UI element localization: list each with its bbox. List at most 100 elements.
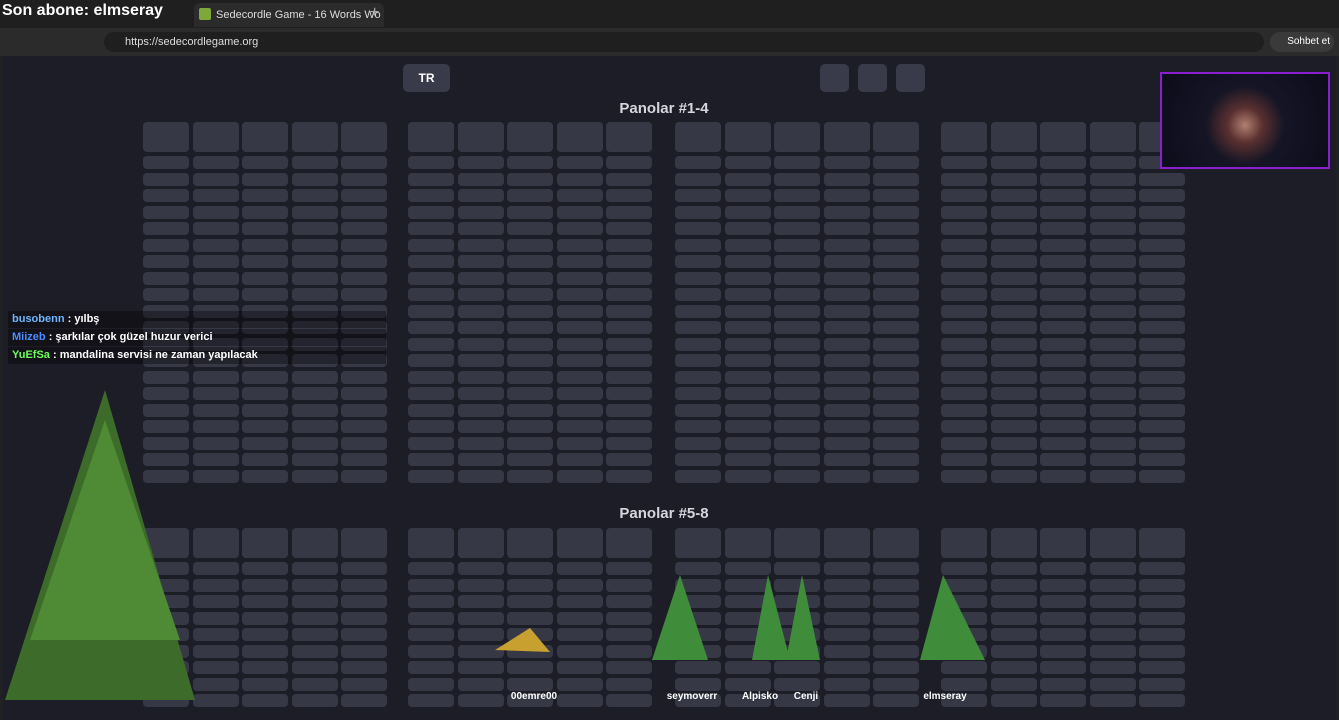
tile: [774, 172, 821, 186]
tile: [242, 370, 289, 384]
avatar-name: 00emre00: [510, 691, 558, 702]
tile: [507, 156, 554, 169]
tile: [242, 222, 289, 235]
stats-button[interactable]: [820, 64, 849, 92]
tile: [823, 453, 870, 466]
tile: [457, 578, 504, 592]
tile: [823, 694, 870, 707]
tile: [675, 189, 721, 202]
tile: [873, 420, 920, 433]
tile: [556, 469, 603, 483]
tile: [143, 354, 189, 367]
tile: [823, 420, 870, 433]
tile: [556, 420, 603, 433]
tile: [341, 370, 388, 384]
tile: [774, 321, 821, 334]
tile: [556, 370, 603, 384]
tile: [823, 528, 870, 558]
tile: [990, 469, 1037, 483]
tile: [873, 304, 920, 318]
tile: [990, 354, 1037, 367]
tile: [341, 528, 388, 558]
tile: [408, 628, 454, 641]
url-field[interactable]: [104, 32, 1264, 52]
tile: [1089, 122, 1136, 152]
tile: [941, 578, 987, 592]
tile: [873, 255, 920, 268]
tile: [556, 387, 603, 400]
tile: [873, 189, 920, 202]
tile: [1139, 420, 1186, 433]
url: https://sedecordlegame.org: [125, 36, 259, 48]
tile: [724, 370, 771, 384]
tile: [291, 628, 338, 641]
tile: [774, 156, 821, 169]
tile: [291, 453, 338, 466]
tile: [242, 420, 289, 433]
tile: [341, 469, 388, 483]
tile: [1089, 694, 1136, 707]
tile: [774, 578, 821, 592]
tile: [724, 255, 771, 268]
tile: [941, 122, 987, 152]
language-button[interactable]: TR: [403, 64, 450, 92]
tile: [724, 420, 771, 433]
chat-button[interactable]: Sohbet et: [1270, 32, 1334, 52]
tab[interactable]: Sedecordle Game - 16 Words Wo: [194, 3, 384, 27]
tile: [1089, 595, 1136, 608]
chat-line: Miizeb : şarkılar çok güzel huzur verici: [8, 329, 386, 346]
tile: [724, 611, 771, 625]
tile: [192, 288, 239, 301]
tile: [1040, 436, 1087, 450]
tile: [606, 387, 653, 400]
tile: [291, 370, 338, 384]
settings-button[interactable]: [858, 64, 887, 92]
tile: [408, 321, 454, 334]
tile: [873, 694, 920, 707]
tile: [774, 288, 821, 301]
tile: [408, 677, 454, 691]
tile: [990, 238, 1037, 252]
tile: [873, 271, 920, 285]
tile: [873, 469, 920, 483]
tile: [1139, 694, 1186, 707]
tile: [291, 205, 338, 219]
tile: [192, 205, 239, 219]
tile: [457, 469, 504, 483]
tile: [774, 453, 821, 466]
webcam: [1160, 72, 1330, 169]
tile: [990, 595, 1037, 608]
tile: [457, 288, 504, 301]
tile: [990, 528, 1037, 558]
tile: [606, 189, 653, 202]
tile: [341, 677, 388, 691]
tile: [143, 387, 189, 400]
tile: [724, 677, 771, 691]
tile: [192, 222, 239, 235]
tile: [291, 271, 338, 285]
tile: [1040, 222, 1087, 235]
tile: [457, 238, 504, 252]
tile: [341, 644, 388, 658]
tree-avatar: [920, 575, 985, 660]
tile: [242, 436, 289, 450]
tile: [941, 288, 987, 301]
tile: [242, 387, 289, 400]
tile: [873, 222, 920, 235]
tab-title: Sedecordle Game - 16 Words Wo: [216, 9, 381, 21]
tile: [507, 387, 554, 400]
tile: [606, 337, 653, 351]
tile: [556, 628, 603, 641]
tile: [774, 694, 821, 707]
tile: [556, 528, 603, 558]
tile: [1089, 436, 1136, 450]
tile: [1139, 628, 1186, 641]
tile: [873, 370, 920, 384]
tile: [1139, 288, 1186, 301]
tile: [990, 304, 1037, 318]
tile: [192, 370, 239, 384]
new-tab[interactable]: +: [370, 4, 380, 21]
info-button[interactable]: [896, 64, 925, 92]
tile: [341, 156, 388, 169]
tile: [990, 387, 1037, 400]
